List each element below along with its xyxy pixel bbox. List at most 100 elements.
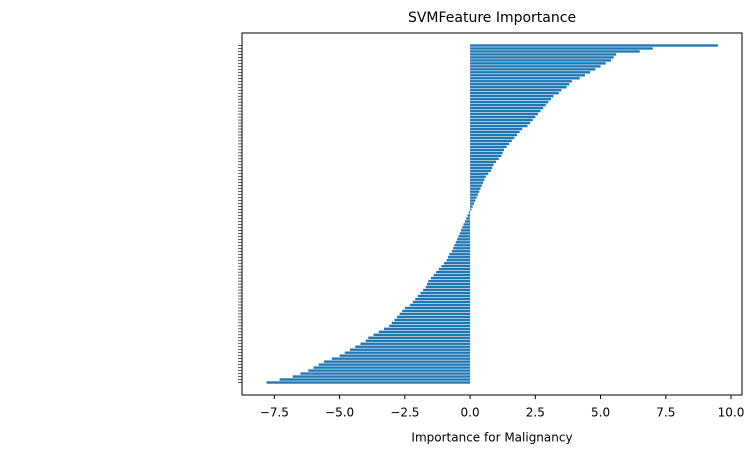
bar — [470, 133, 518, 137]
bar — [470, 154, 502, 158]
bar — [470, 62, 606, 65]
bar — [454, 244, 471, 247]
bar — [308, 369, 471, 372]
bar — [443, 262, 471, 265]
bar — [470, 166, 493, 169]
bar — [470, 190, 480, 193]
bar — [350, 348, 471, 351]
bar — [318, 363, 471, 366]
bar — [470, 118, 533, 122]
bar — [470, 97, 551, 101]
bar — [470, 68, 596, 71]
bar — [449, 253, 471, 256]
bar — [436, 270, 471, 274]
bar — [470, 160, 497, 163]
bar — [467, 214, 471, 217]
bar — [470, 115, 536, 119]
x-tick-label: 0.0 — [461, 406, 480, 420]
bar — [470, 202, 474, 205]
bar — [339, 354, 471, 357]
axes-frame — [241, 32, 743, 396]
bar — [313, 366, 471, 369]
bar — [441, 265, 471, 268]
bar — [470, 193, 478, 196]
bar — [470, 172, 489, 175]
x-tick-label: −7.5 — [260, 406, 289, 420]
bar — [394, 318, 471, 322]
bar — [389, 324, 471, 328]
bar — [430, 276, 471, 280]
bar — [470, 136, 515, 140]
x-tick-label: 2.5 — [526, 406, 545, 420]
bar — [470, 169, 491, 172]
bar — [470, 56, 614, 59]
bar — [470, 139, 512, 143]
bar — [470, 112, 538, 116]
bar — [368, 336, 471, 339]
bar — [447, 256, 471, 259]
bar — [300, 372, 471, 375]
bar — [373, 333, 471, 336]
bar — [470, 50, 640, 53]
bar — [470, 184, 482, 187]
bar — [470, 65, 601, 68]
bar — [344, 351, 471, 354]
bar — [423, 288, 471, 292]
bar — [455, 241, 471, 244]
bar — [460, 229, 471, 232]
x-tick-label: 7.5 — [656, 406, 675, 420]
bar — [453, 247, 471, 250]
bar — [399, 312, 471, 316]
bar — [391, 321, 471, 325]
bar — [323, 360, 471, 363]
bar — [470, 121, 531, 125]
bar — [463, 223, 471, 226]
bar — [425, 285, 471, 289]
bar — [470, 53, 617, 56]
bar — [402, 309, 471, 313]
bar — [470, 44, 718, 47]
bar — [470, 151, 503, 155]
bar — [397, 315, 471, 319]
bar — [331, 357, 471, 360]
x-tick-label: 5.0 — [591, 406, 610, 420]
bar — [470, 77, 580, 80]
bar — [470, 103, 546, 107]
x-axis-label: Importance for Malignancy — [411, 431, 572, 445]
bar — [470, 124, 528, 128]
bar — [412, 300, 471, 304]
bar — [470, 71, 591, 74]
bar — [420, 291, 471, 295]
bar — [470, 199, 476, 202]
bar — [446, 259, 471, 262]
x-tick-label: −2.5 — [390, 406, 419, 420]
bar — [470, 127, 523, 131]
bar — [417, 294, 471, 298]
bar — [470, 163, 494, 166]
bar — [466, 217, 471, 220]
bar — [470, 80, 572, 83]
bar — [470, 130, 520, 134]
bar — [470, 142, 510, 146]
bar — [470, 157, 499, 161]
bar — [470, 89, 562, 92]
bar — [428, 279, 471, 283]
bar — [410, 303, 471, 307]
bar — [360, 342, 471, 345]
bar — [470, 187, 481, 190]
bar — [462, 226, 471, 229]
bar — [470, 109, 541, 113]
bar — [355, 345, 471, 348]
x-tick-label: −5.0 — [325, 406, 354, 420]
bar — [470, 95, 554, 98]
bar — [292, 375, 471, 378]
bar — [470, 47, 653, 50]
bar — [470, 83, 570, 86]
bar — [470, 86, 567, 89]
bar — [451, 250, 471, 253]
bar — [457, 238, 471, 241]
bar — [383, 327, 471, 331]
bar — [470, 106, 544, 110]
bar — [464, 220, 471, 223]
